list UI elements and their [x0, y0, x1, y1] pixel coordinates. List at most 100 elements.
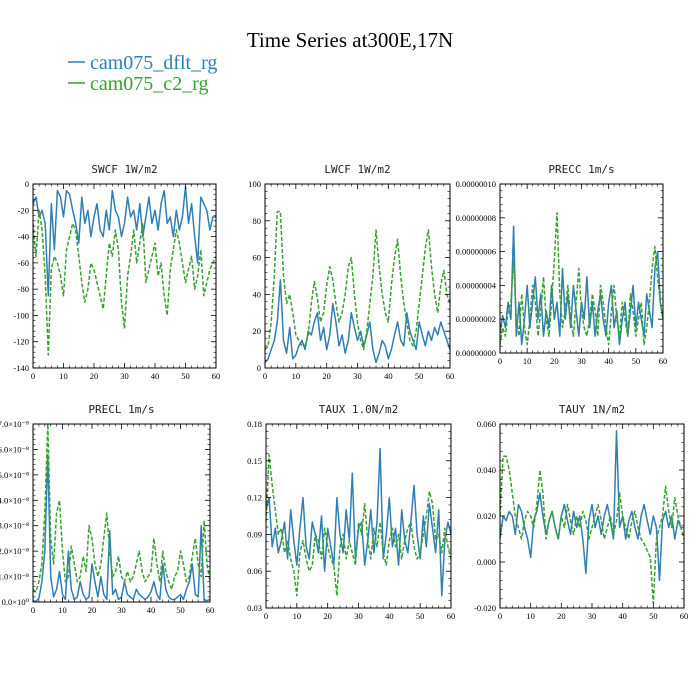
panel-title: PRECC 1m/s [548, 163, 614, 176]
x-tick-label: 60 [212, 371, 221, 381]
y-tick-label: 6.0×10⁻⁸ [0, 444, 29, 454]
y-tick-label: 0.00000000 [456, 348, 496, 358]
y-tick-label: 0.15 [247, 456, 262, 466]
x-tick-label: 20 [557, 611, 566, 621]
x-tick-label: 30 [588, 611, 597, 621]
y-tick-label: 2.0×10⁻⁸ [0, 546, 29, 556]
x-tick-label: 20 [88, 605, 97, 615]
y-tick-label: -60 [18, 258, 29, 268]
y-tick-label: 0.000 [477, 557, 496, 567]
x-tick-label: 30 [577, 356, 586, 366]
x-tick-label: 10 [59, 371, 68, 381]
y-tick-label: 0.00000004 [456, 280, 497, 290]
y-tick-label: -20 [18, 205, 29, 215]
series-line-dflt [266, 447, 451, 597]
y-tick-label: 0.00000006 [456, 247, 496, 257]
x-tick-label: 40 [151, 371, 160, 381]
y-tick-label: -140 [13, 363, 29, 373]
series-line-c2 [33, 424, 210, 593]
y-tick-label: 0.00000002 [456, 314, 496, 324]
x-tick-label: 30 [120, 371, 129, 381]
x-tick-label: 50 [181, 371, 190, 381]
y-tick-label: 1.0×10⁻⁸ [0, 572, 29, 582]
x-tick-label: 60 [447, 611, 456, 621]
y-tick-label: 20 [253, 326, 262, 336]
y-tick-label: 3.0×10⁻⁸ [0, 521, 29, 531]
y-tick-label: 5.0×10⁻⁸ [0, 470, 29, 480]
x-tick-label: 60 [680, 611, 689, 621]
x-tick-label: 20 [322, 371, 331, 381]
y-tick-label: 4.0×10⁻⁸ [0, 495, 29, 505]
legend-label-c2: cam075_c2_rg [90, 73, 209, 95]
series-line-dflt [265, 278, 450, 364]
series-group [265, 210, 450, 364]
series-line-c2 [500, 211, 663, 346]
panels: SWCF 1W/m2 0 10 20 30 40 50 60 -140 -120 -100 -80 -6… [0, 163, 688, 621]
y-tick-label: 100 [248, 179, 261, 189]
panel-title: TAUY 1N/m2 [559, 403, 625, 416]
legend-label-dflt: cam075_dflt_rg [90, 52, 217, 74]
y-tick-label: 7.0×10⁻⁸ [0, 419, 29, 429]
y-tick-label: -120 [13, 337, 29, 347]
x-tick-label: 0 [498, 611, 502, 621]
y-tick-label: -80 [18, 284, 29, 294]
x-tick-label: 10 [293, 611, 302, 621]
panel-0: SWCF 1W/m2 0 10 20 30 40 50 60 -140 -120 -100 -80 -6… [13, 163, 220, 381]
x-tick-label: 40 [385, 611, 394, 621]
y-tick-label: 60 [253, 253, 262, 263]
y-tick-label: 0 [25, 179, 29, 189]
x-tick-label: 0 [264, 611, 268, 621]
x-tick-label: 30 [353, 371, 362, 381]
panel-title: TAUX 1.0N/m2 [319, 403, 398, 416]
y-tick-label: 0.00000008 [456, 213, 496, 223]
panel-2: PRECC 1m/s 0 10 20 30 40 50 60 0.00000000 0.00000… [456, 163, 668, 366]
x-tick-label: 20 [90, 371, 99, 381]
x-tick-label: 0 [263, 371, 267, 381]
series-line-c2 [33, 209, 216, 356]
x-tick-label: 60 [206, 605, 215, 615]
panel-title: SWCF 1W/m2 [91, 163, 157, 176]
y-tick-label: -100 [13, 310, 29, 320]
series-group [33, 424, 210, 602]
series-group [266, 447, 451, 597]
x-tick-label: 20 [550, 356, 559, 366]
x-tick-label: 40 [384, 371, 393, 381]
x-tick-label: 0 [31, 605, 35, 615]
panel-1: LWCF 1W/m2 0 10 20 30 40 50 60 0 20 40 60 80 100 [248, 163, 454, 381]
x-tick-label: 10 [523, 356, 532, 366]
x-tick-label: 50 [632, 356, 641, 366]
x-tick-label: 40 [604, 356, 613, 366]
x-tick-label: 0 [31, 371, 35, 381]
x-tick-label: 50 [649, 611, 658, 621]
series-line-c2 [266, 453, 451, 597]
y-tick-label: 0.12 [247, 493, 262, 503]
y-tick-label: 0.020 [477, 511, 496, 521]
x-tick-label: 60 [446, 371, 455, 381]
x-tick-label: 40 [618, 611, 627, 621]
x-tick-label: 20 [323, 611, 332, 621]
panel-title: PRECL 1m/s [88, 403, 154, 416]
y-tick-label: 0.060 [477, 419, 496, 429]
y-tick-label: 0.06 [247, 566, 262, 576]
series-line-dflt [33, 453, 210, 602]
y-tick-label: 0.09 [247, 529, 262, 539]
x-tick-label: 60 [659, 356, 668, 366]
x-tick-label: 10 [58, 605, 67, 615]
y-tick-label: 0 [257, 363, 261, 373]
series-line-c2 [265, 210, 450, 351]
series-line-dflt [500, 430, 684, 582]
series-group [500, 211, 663, 346]
y-tick-label: 0.0×10⁰ [2, 597, 30, 607]
panel-5: TAUY 1N/m2 0 10 20 30 40 50 60 -0.020 0.000 0.020 0… [474, 403, 688, 621]
legend: cam075_dflt_rg cam075_c2_rg [68, 52, 217, 95]
x-tick-label: 40 [147, 605, 156, 615]
x-tick-label: 10 [526, 611, 535, 621]
y-tick-label: 80 [253, 216, 262, 226]
x-tick-label: 50 [415, 371, 424, 381]
y-tick-label: 0.18 [247, 419, 262, 429]
y-tick-label: -40 [18, 232, 29, 242]
y-tick-label: 0.040 [477, 465, 496, 475]
x-tick-label: 10 [292, 371, 301, 381]
